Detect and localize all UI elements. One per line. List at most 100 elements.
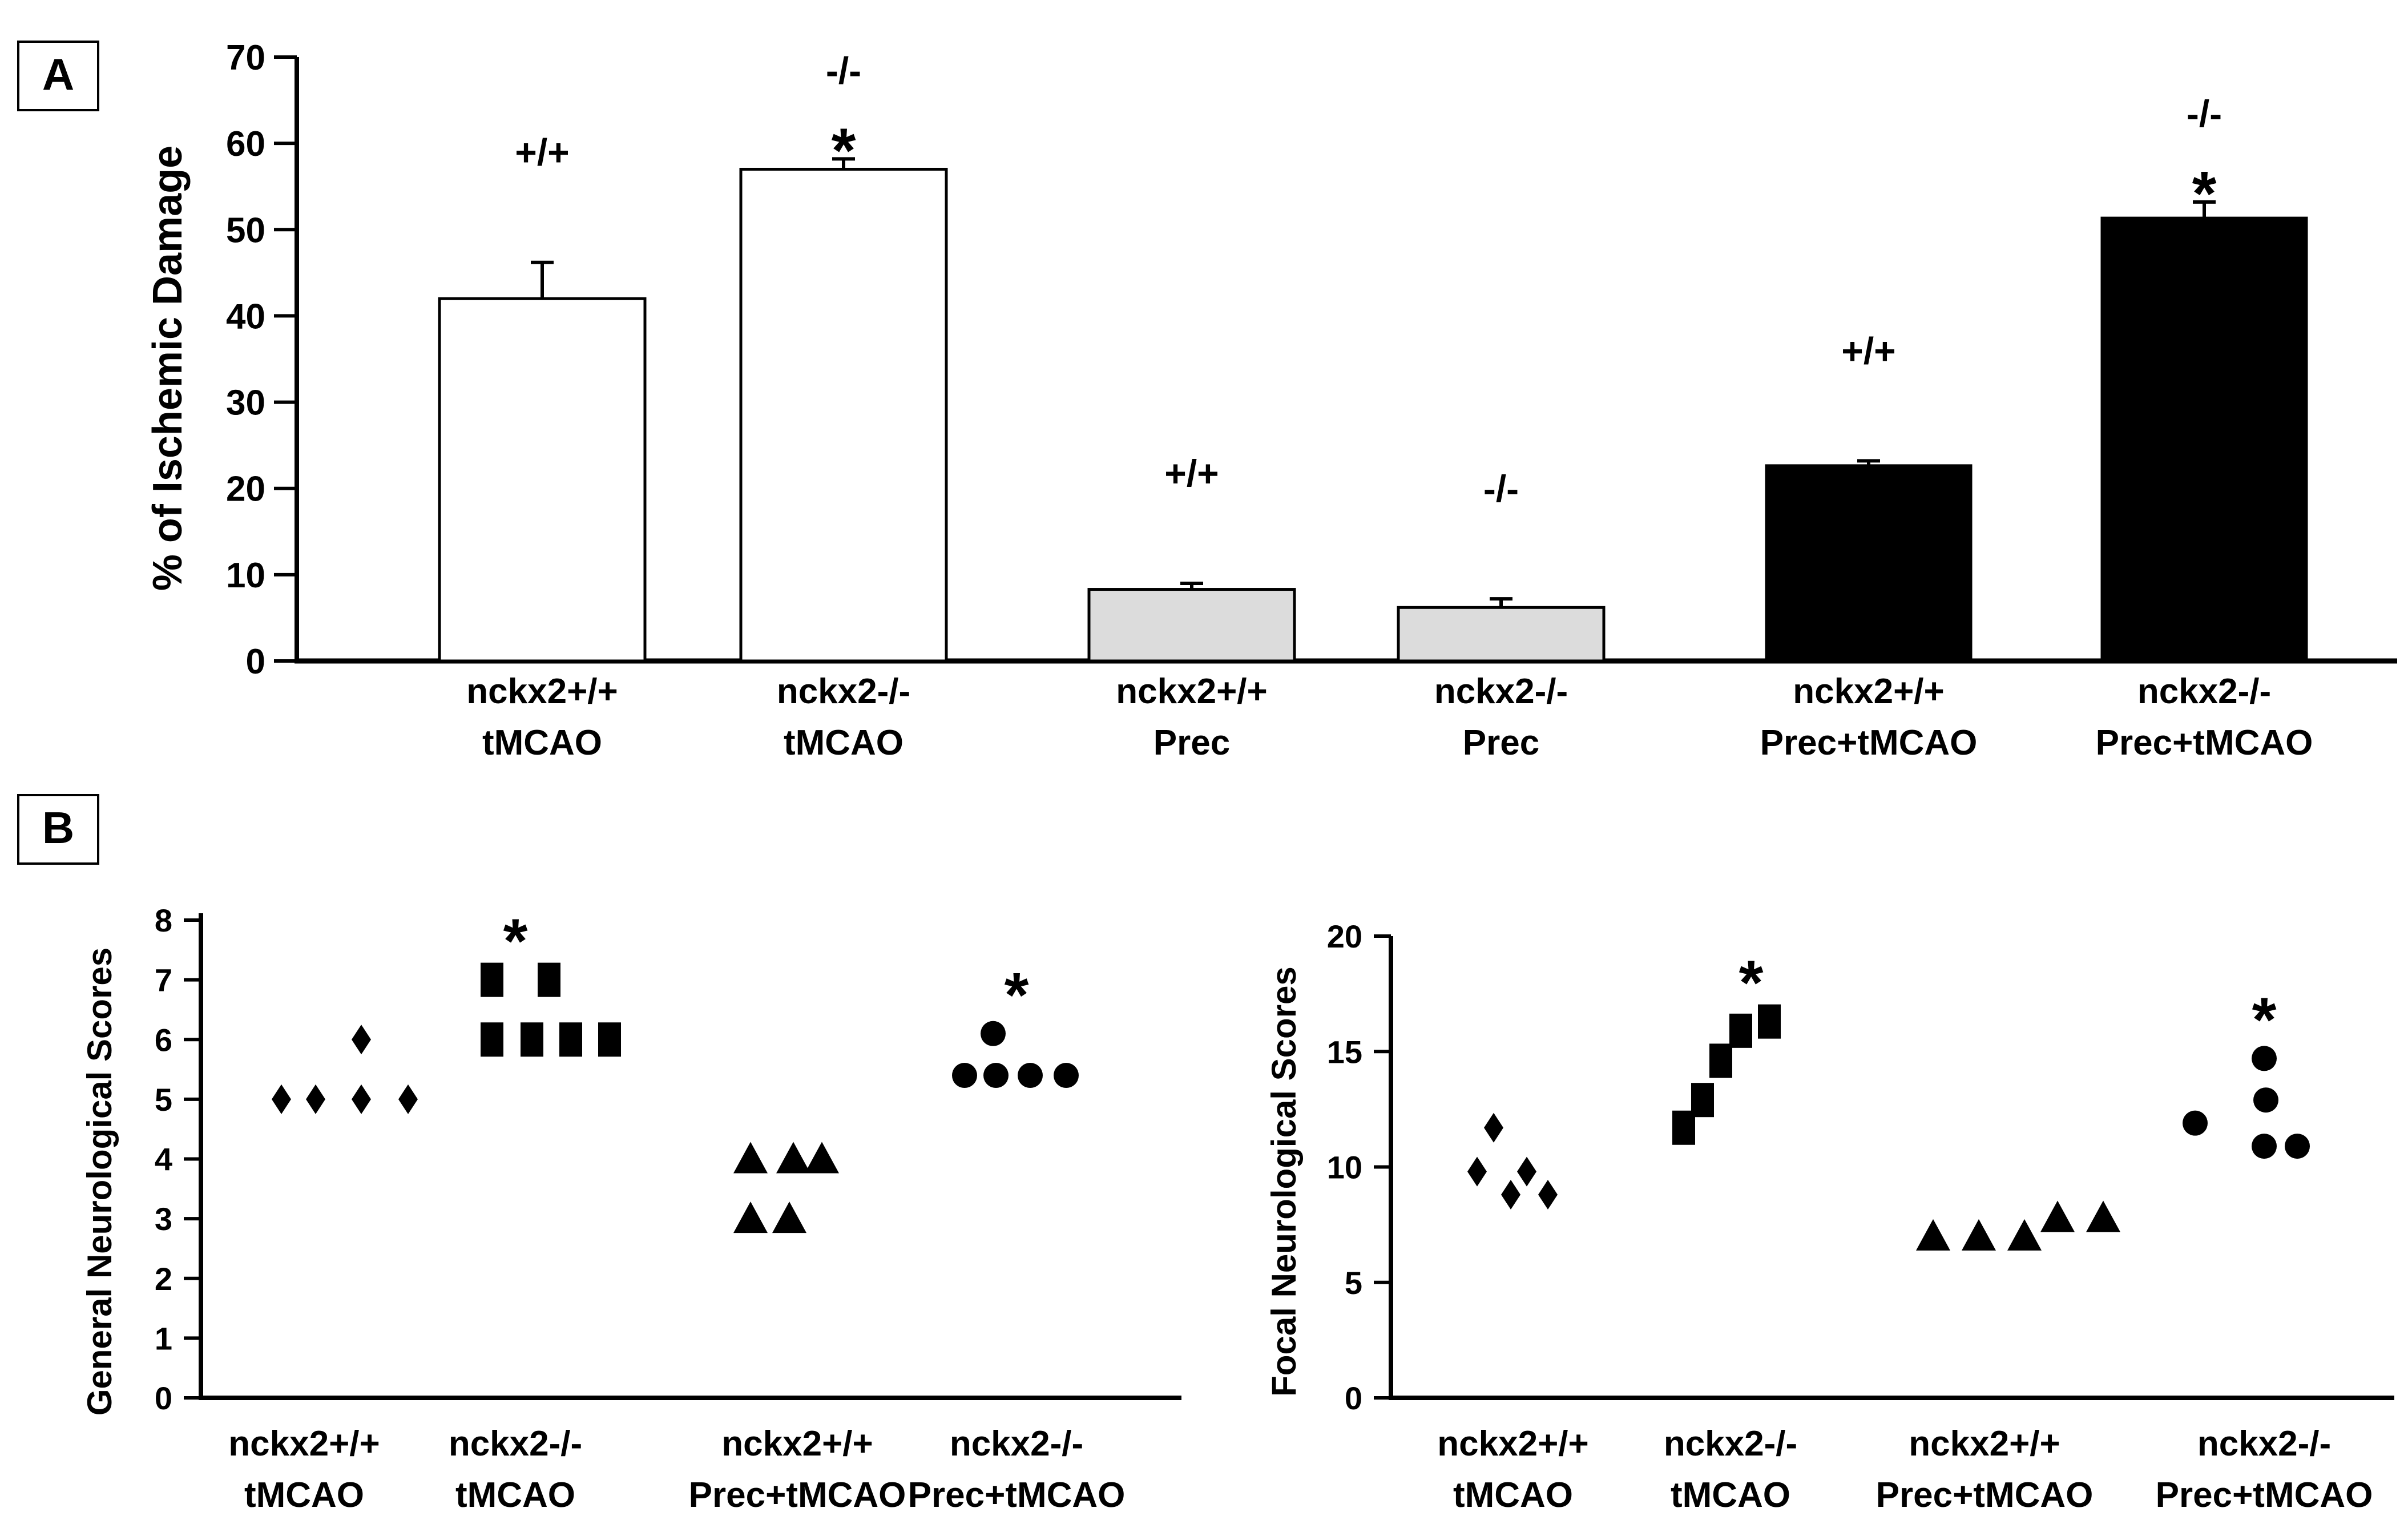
panel-a-x-label: nckx2-/- — [2137, 672, 2271, 711]
general-x-label: nckx2-/- — [449, 1424, 582, 1463]
focal-point-circle — [2253, 1087, 2278, 1113]
focal-point-triangle — [2086, 1200, 2120, 1232]
panel-a-y-tick-label: 40 — [226, 297, 265, 336]
general-point-square — [538, 962, 560, 997]
general-point-diamond — [352, 1084, 371, 1114]
focal-x-label: nckx2+/+ — [1909, 1424, 2060, 1463]
panel-a-bar — [2100, 216, 2308, 662]
panel-a-bar — [1765, 464, 1973, 662]
focal-point-circle — [2252, 1046, 2277, 1071]
panel-a-y-tick-label: 50 — [226, 211, 265, 250]
general-points: ** — [272, 906, 1079, 1233]
significance-star: * — [1005, 960, 1029, 1030]
general-point-circle — [952, 1063, 977, 1088]
genotype-label: -/- — [1483, 467, 1519, 510]
panel-a-x-label: Prec — [1153, 723, 1230, 763]
focal-x-label: Prec+tMCAO — [1876, 1475, 2094, 1515]
significance-star: * — [503, 906, 528, 977]
genotype-label: -/- — [2187, 92, 2222, 135]
focal-x-label: tMCAO — [1453, 1475, 1573, 1515]
general-y-tick-label: 2 — [155, 1261, 172, 1297]
panel-a-bar — [1087, 588, 1296, 663]
panel-b-label-box — [17, 794, 99, 865]
focal-point-triangle — [1962, 1219, 1996, 1251]
significance-star: * — [832, 115, 856, 186]
focal-point-diamond — [1538, 1180, 1558, 1210]
focal-y-tick-label: 5 — [1345, 1265, 1362, 1301]
general-y-tick-label: 0 — [155, 1380, 172, 1416]
general-point-square — [598, 1022, 621, 1057]
panel-a-bars: +/+ * -/- +/+ -/- +/+ * -/- — [438, 49, 2308, 663]
general-x-labels: nckx2+/+ tMCAO nckx2-/- tMCAO nckx2+/+ Prec+t… — [228, 1424, 1125, 1515]
significance-star: * — [2252, 985, 2277, 1055]
panel-a-y-ticks: 0 10 20 30 40 50 60 70 — [226, 38, 297, 682]
general-y-tick-label: 1 — [155, 1320, 172, 1356]
general-x-label: Prec+tMCAO — [689, 1475, 906, 1515]
panel-a-x-label: nckx2+/+ — [466, 672, 618, 711]
general-x-label: tMCAO — [455, 1475, 575, 1515]
focal-point-diamond — [1467, 1156, 1487, 1187]
general-point-circle — [1018, 1063, 1043, 1088]
general-point-circle — [983, 1063, 1009, 1088]
general-y-tick-label: 5 — [155, 1082, 172, 1118]
panel-a: A % of Ischemic Damage 0 10 20 30 40 50 60 70 +… — [17, 38, 2397, 763]
panel-a-y-tick-label: 30 — [226, 384, 265, 423]
panel-a-y-axis-label: % of Ischemic Damage — [145, 146, 191, 591]
panel-a-x-label: Prec+tMCAO — [2096, 723, 2313, 763]
focal-point-triangle — [1916, 1219, 1950, 1251]
general-point-circle — [1054, 1063, 1079, 1088]
focal-point-diamond — [1501, 1180, 1520, 1210]
focal-y-ticks: 0 5 10 15 20 — [1327, 918, 1391, 1416]
general-y-tick-label: 4 — [155, 1142, 172, 1178]
significance-star: * — [2192, 159, 2217, 229]
panel-b: B General Neurological Scores 012345678 … — [17, 794, 2394, 1515]
focal-x-label: nckx2-/- — [2197, 1424, 2331, 1463]
general-point-square — [521, 1022, 543, 1057]
focal-y-tick-label: 10 — [1327, 1150, 1362, 1186]
panel-a-label: A — [42, 49, 74, 99]
panel-a-x-label: tMCAO — [784, 723, 903, 763]
panel-a-y-tick-label: 10 — [226, 556, 265, 595]
panel-a-y-tick-label: 70 — [226, 38, 265, 78]
focal-point-triangle — [2007, 1219, 2042, 1251]
general-y-tick-label: 3 — [155, 1201, 172, 1237]
significance-star: * — [1739, 948, 1764, 1018]
general-point-square — [481, 1022, 503, 1057]
focal-x-label: nckx2-/- — [1664, 1424, 1797, 1463]
focal-y-tick-label: 0 — [1345, 1380, 1362, 1416]
panel-a-x-label: nckx2+/+ — [1793, 672, 1944, 711]
general-point-circle — [981, 1021, 1006, 1046]
general-y-tick-label: 8 — [155, 902, 172, 938]
panel-a-x-label: nckx2-/- — [1434, 672, 1568, 711]
general-point-triangle — [733, 1202, 768, 1233]
panel-a-y-tick-label: 20 — [226, 470, 265, 509]
general-y-tick-label: 6 — [155, 1022, 172, 1058]
focal-x-label: nckx2+/+ — [1437, 1424, 1588, 1463]
focal-x-label: Prec+tMCAO — [2156, 1475, 2373, 1515]
panel-a-x-label: nckx2+/+ — [1116, 672, 1267, 711]
panel-a-x-label: tMCAO — [482, 723, 602, 763]
focal-x-label: tMCAO — [1671, 1475, 1790, 1515]
focal-point-square — [1729, 1013, 1752, 1048]
general-y-axis-label: General Neurological Scores — [80, 948, 119, 1416]
general-point-diamond — [398, 1084, 418, 1114]
general-x-label: nckx2-/- — [950, 1424, 1083, 1463]
panel-a-x-label: nckx2-/- — [777, 672, 910, 711]
general-point-square — [481, 962, 503, 997]
focal-point-square — [1709, 1043, 1732, 1078]
focal-point-diamond — [1484, 1112, 1503, 1143]
general-point-triangle — [776, 1142, 810, 1174]
panel-a-y-tick-label: 60 — [226, 124, 265, 164]
general-point-triangle — [805, 1142, 839, 1174]
panel-a-bar — [1397, 606, 1606, 663]
general-y-ticks: 0 1 2 3 4 5 6 7 8 — [155, 902, 201, 1416]
general-point-diamond — [272, 1084, 291, 1114]
panel-a-bar — [739, 167, 948, 663]
focal-y-tick-label: 20 — [1327, 918, 1362, 954]
general-y-tick-label: 7 — [155, 962, 172, 998]
general-point-diamond — [352, 1025, 371, 1055]
focal-point-circle — [2252, 1134, 2277, 1159]
focal-point-triangle — [2040, 1200, 2075, 1232]
panel-a-label-box — [17, 41, 99, 111]
focal-point-circle — [2285, 1134, 2310, 1159]
